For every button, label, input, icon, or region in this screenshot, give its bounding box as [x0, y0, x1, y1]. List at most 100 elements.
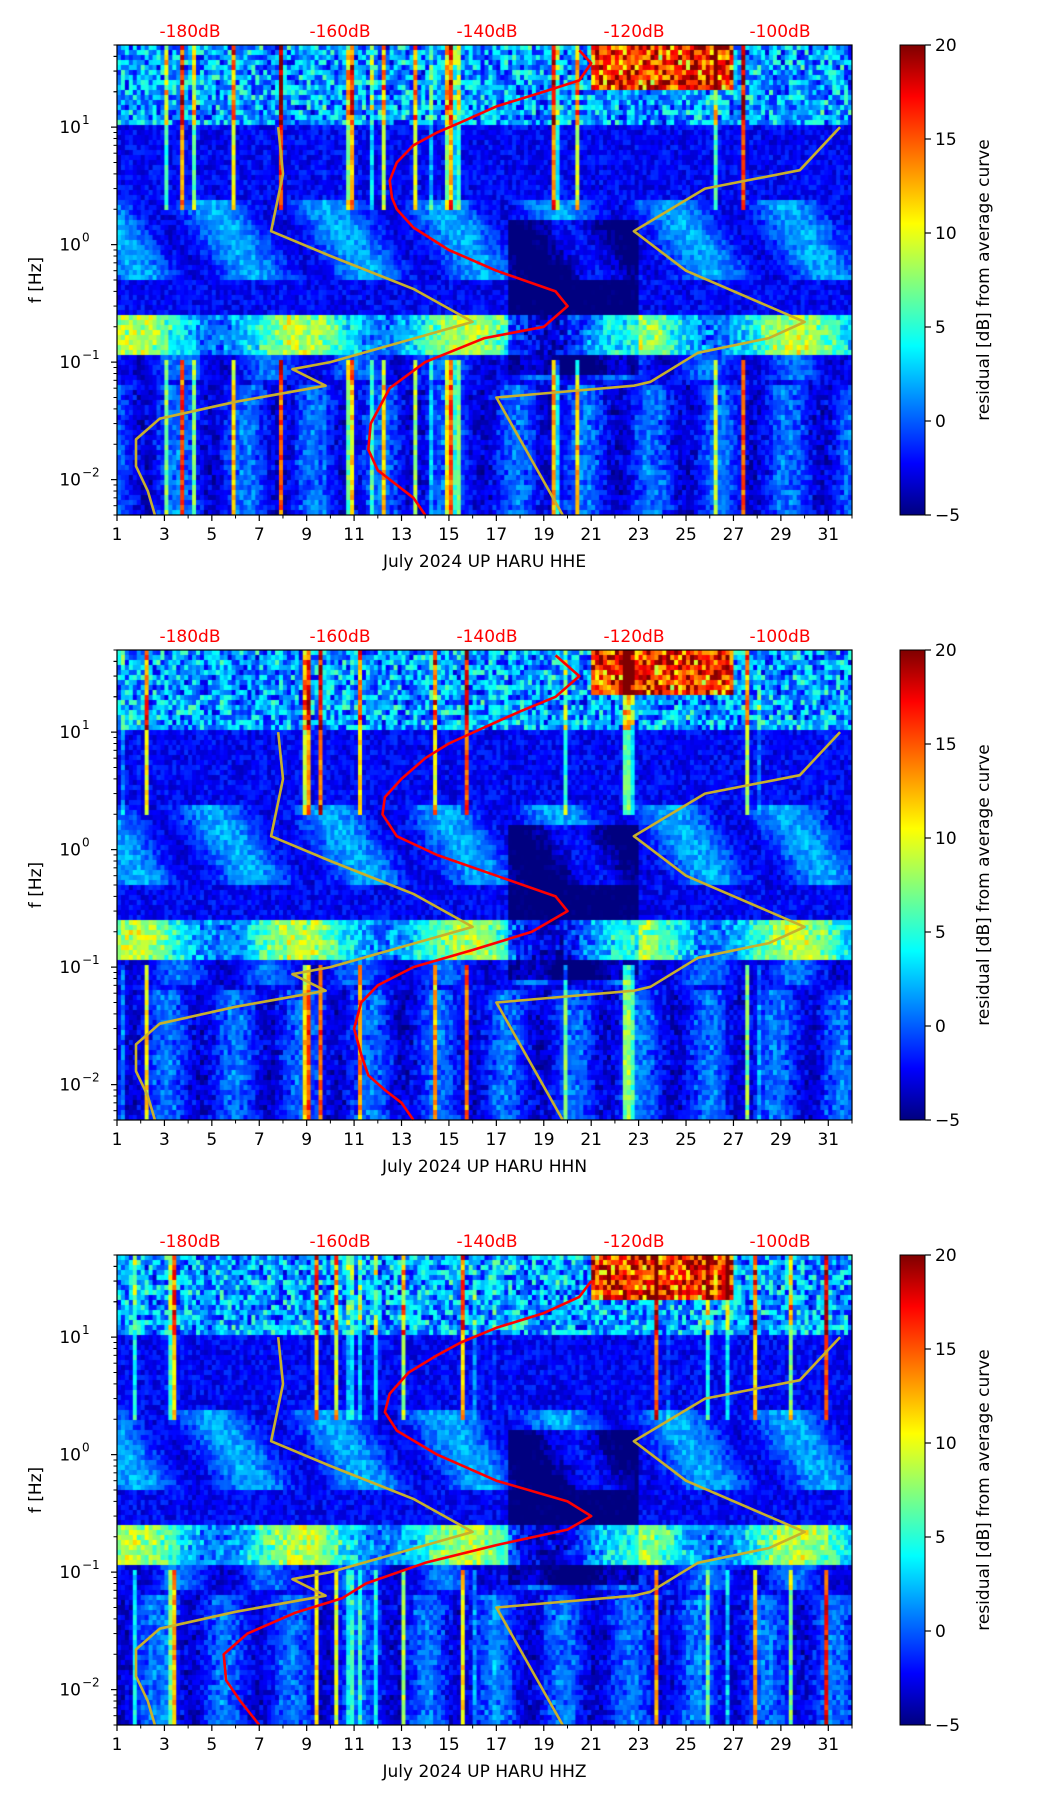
- x-tick-label: 25: [675, 1130, 697, 1150]
- y-tick-label: 10: [59, 1446, 81, 1466]
- x-tick-label: 15: [438, 1735, 460, 1755]
- y-tick-label: 10: [59, 1076, 81, 1096]
- colorbar-tick-label: 5: [935, 1528, 946, 1548]
- x-tick-label: 17: [486, 525, 508, 545]
- y-tick-exponent: −1: [82, 953, 100, 967]
- y-tick-exponent: 0: [82, 231, 90, 245]
- x-tick-label: 13: [391, 1735, 413, 1755]
- colorbar-gradient: [899, 649, 926, 1121]
- colorbar-tick-label: 10: [935, 1434, 957, 1454]
- y-tick-base: 10: [59, 841, 81, 861]
- x-tick-label: 23: [628, 1130, 650, 1150]
- x-tick-label: 17: [486, 1735, 508, 1755]
- colorbar: 20 15 10 5 0 −5 residual [dB] from average cur…: [899, 641, 994, 1131]
- y-tick-base: 10: [59, 1563, 81, 1583]
- y-tick-base: 10: [59, 118, 81, 138]
- x-tick-label: 31: [817, 525, 839, 545]
- y-tick-base: 10: [59, 471, 81, 491]
- y-tick-exponent: −2: [82, 1676, 100, 1690]
- colorbar: 20 15 10 5 0 −5 residual [dB] from average cur…: [899, 1246, 994, 1736]
- top-db-label: -180dB: [159, 627, 220, 647]
- low-noise-model-curve: [134, 126, 474, 516]
- x-tick-label: 1: [112, 525, 123, 545]
- top-db-label: -120dB: [603, 627, 664, 647]
- x-tick-label: 3: [159, 1735, 170, 1755]
- x-tick-label: 11: [343, 1735, 365, 1755]
- y-tick-exponent: −1: [82, 1558, 100, 1572]
- low-noise-model-curve: [134, 731, 474, 1121]
- y-tick-label: 10: [59, 118, 81, 138]
- y-tick-label: 10: [59, 236, 81, 256]
- x-tick-label: 3: [159, 525, 170, 545]
- x-tick-label: 13: [391, 525, 413, 545]
- y-tick-label: 10: [59, 471, 81, 491]
- y-axis-label: f [Hz]: [26, 862, 46, 908]
- colorbar-label: residual [dB] from average curve: [974, 744, 994, 1025]
- average-psd-curve: [222, 1280, 593, 1726]
- x-tick-label: 1: [112, 1735, 123, 1755]
- colorbar-tick-label: 15: [935, 130, 957, 150]
- y-tick-exponent: −1: [82, 348, 100, 362]
- top-db-label: -100dB: [749, 22, 810, 42]
- colorbar-tick-label: 0: [935, 412, 946, 432]
- y-tick-label: 10: [59, 841, 81, 861]
- x-tick-label: 11: [343, 1130, 365, 1150]
- colorbar-tick-label: −5: [935, 1111, 960, 1131]
- top-db-label: -160dB: [309, 627, 370, 647]
- colorbar-tick-label: 5: [935, 923, 946, 943]
- colorbar-tick-label: 15: [935, 735, 957, 755]
- y-tick-exponent: 1: [82, 113, 90, 127]
- x-tick-label: 19: [533, 525, 555, 545]
- x-tick-label: 5: [206, 1130, 217, 1150]
- x-tick-label: 7: [254, 1735, 265, 1755]
- x-tick-label: 13: [391, 1130, 413, 1150]
- colorbar-tick-label: 20: [935, 36, 957, 56]
- x-tick-label: 27: [723, 1735, 745, 1755]
- x-tick-label: 19: [533, 1735, 555, 1755]
- x-tick-label: 17: [486, 1130, 508, 1150]
- y-tick-label: 10: [59, 1328, 81, 1348]
- low-noise-model-curve: [134, 1336, 474, 1726]
- y-tick-base: 10: [59, 1446, 81, 1466]
- average-psd-curve: [352, 654, 581, 1121]
- top-db-label: -140dB: [456, 627, 517, 647]
- x-tick-label: 5: [206, 525, 217, 545]
- y-tick-label: 10: [59, 958, 81, 978]
- colorbar-label: residual [dB] from average curve: [974, 139, 994, 420]
- colorbar-tick-label: −5: [935, 1716, 960, 1736]
- spectrogram-image: [117, 650, 852, 1120]
- x-tick-label: 31: [817, 1735, 839, 1755]
- y-tick-base: 10: [59, 1076, 81, 1096]
- x-tick-label: 9: [301, 1130, 312, 1150]
- top-db-label: -180dB: [159, 22, 220, 42]
- colorbar-tick-label: 0: [935, 1017, 946, 1037]
- x-tick-label: 1: [112, 1130, 123, 1150]
- top-db-label: -180dB: [159, 1232, 220, 1252]
- y-tick-base: 10: [59, 723, 81, 743]
- y-axis-label: f [Hz]: [26, 257, 46, 303]
- colorbar-tick-label: 0: [935, 1622, 946, 1642]
- y-tick-base: 10: [59, 1328, 81, 1348]
- colorbar-tick-label: 10: [935, 829, 957, 849]
- x-tick-label: 31: [817, 1130, 839, 1150]
- y-tick-label: 10: [59, 1563, 81, 1583]
- x-tick-label: 19: [533, 1130, 555, 1150]
- x-tick-label: 25: [675, 525, 697, 545]
- colorbar-tick-label: 5: [935, 318, 946, 338]
- y-tick-label: 10: [59, 723, 81, 743]
- x-tick-label: 21: [580, 525, 602, 545]
- x-axis-label: July 2024 UP HARU HHZ: [381, 1762, 586, 1782]
- y-axis-label: f [Hz]: [26, 1467, 46, 1513]
- spectrogram-image: [117, 1255, 852, 1725]
- colorbar-tick-label: 20: [935, 641, 957, 661]
- x-tick-label: 3: [159, 1130, 170, 1150]
- y-tick-base: 10: [59, 1681, 81, 1701]
- y-tick-exponent: −2: [82, 1071, 100, 1085]
- x-tick-label: 15: [438, 525, 460, 545]
- colorbar-tick-label: 10: [935, 224, 957, 244]
- x-tick-label: 29: [770, 525, 792, 545]
- y-tick-base: 10: [59, 236, 81, 256]
- y-tick-exponent: 1: [82, 718, 90, 732]
- x-tick-label: 27: [723, 525, 745, 545]
